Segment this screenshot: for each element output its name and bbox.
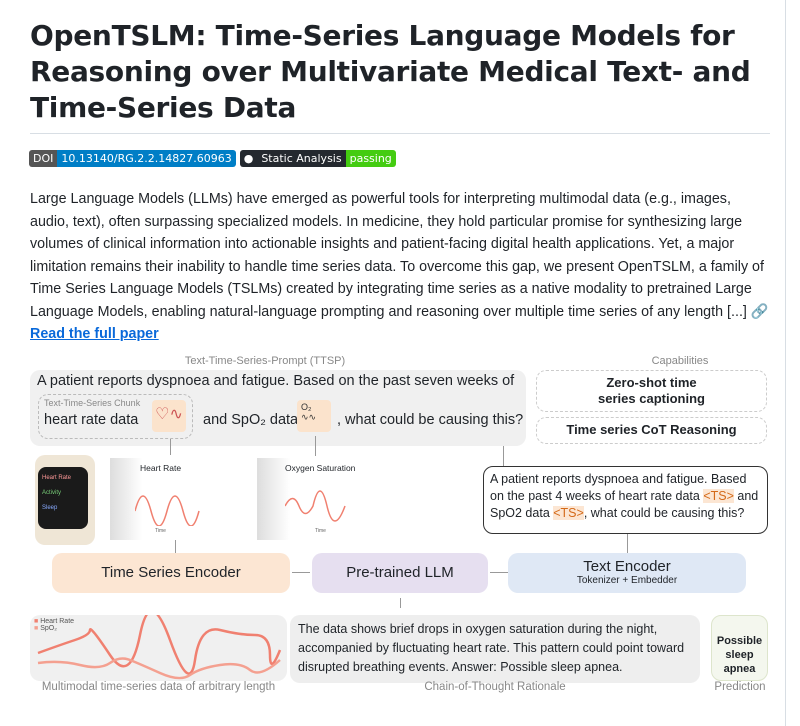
heart-chart-icon: ♡∿ (152, 400, 186, 432)
arrow (292, 572, 310, 573)
capability-cot: Time series CoT Reasoning (536, 417, 767, 444)
capability-captioning: Zero-shot time series captioning (536, 370, 767, 412)
multimodal-chart: ■ Heart Rate ■ SpO₂ (30, 615, 287, 681)
rationale-box: The data shows brief drops in oxygen sat… (290, 615, 700, 683)
multimodal-caption: Multimodal time-series data of arbitrary… (41, 681, 276, 693)
hr-title: Heart Rate (140, 463, 182, 473)
read-paper-link[interactable]: Read the full paper (30, 326, 159, 342)
page-title: OpenTSLM: Time-Series Language Models fo… (30, 19, 751, 124)
badges: DOI 10.13140/RG.2.2.14827.60963 ● Static A… (29, 150, 396, 167)
watch-activity: Activity (42, 490, 62, 496)
text-encoder: Text Encoder Tokenizer + Embedder (508, 553, 746, 593)
arrow (400, 598, 401, 608)
prediction-box: Possible sleep apnea (711, 615, 768, 681)
github-icon: ● (239, 150, 258, 167)
scroll-border (785, 0, 786, 726)
o2-label: O₂ (301, 402, 312, 412)
arrow (627, 534, 628, 553)
legend-spo2: SpO₂ (40, 625, 57, 632)
multimodal-lines (37, 615, 282, 680)
heart-rate-chart: Heart Rate Time (110, 458, 218, 540)
prediction-caption: Prediction (714, 681, 766, 693)
doi-badge[interactable]: DOI 10.13140/RG.2.2.14827.60963 (29, 150, 236, 167)
prompt-box (30, 370, 526, 446)
time-series-encoder: Time Series Encoder (52, 553, 290, 593)
ttsp-label: Text-Time-Series-Prompt (TTSP) (184, 355, 346, 367)
abstract: Large Language Models (LLMs) have emerge… (30, 191, 769, 342)
o2-chart-icon: O₂ ∿∿ (297, 400, 331, 432)
ts-token: <TS> (553, 506, 584, 520)
arrow (503, 446, 504, 466)
divider (30, 133, 770, 134)
spo2-title: Oxygen Saturation (285, 463, 356, 473)
prompt-line: A patient reports dyspnoea and fatigue. … (37, 373, 515, 389)
time-label: Time (155, 528, 166, 534)
watch-heart-rate: Heart Rate (42, 475, 72, 481)
chunk-box (38, 394, 193, 439)
watch-sleep: Sleep (42, 505, 58, 511)
text-encoder-subtitle: Tokenizer + Embedder (576, 575, 678, 586)
legend-heart-rate: Heart Rate (40, 618, 75, 625)
chunk-text: heart rate data (44, 412, 139, 428)
ts-token: <TS> (703, 489, 734, 503)
static-analysis-badge[interactable]: ● Static Analysis passing (239, 150, 396, 167)
capabilities-label: Capabilities (651, 355, 709, 367)
arrow (175, 540, 176, 553)
prompt-end: , what could be causing this? (337, 412, 524, 428)
time-label: Time (315, 528, 326, 534)
arrow (315, 436, 316, 456)
smartwatch: Heart Rate Activity Sleep (35, 455, 95, 545)
arrow (490, 572, 508, 573)
chunk-label: Text-Time-Series Chunk (44, 398, 141, 408)
text-prompt-box: A patient reports dyspnoea and fatigue. … (483, 466, 768, 534)
link-icon: 🔗 (750, 303, 769, 320)
rationale-caption: Chain-of-Thought Rationale (424, 681, 566, 693)
spo2-line (285, 490, 346, 522)
arrow (170, 439, 171, 455)
oxygen-chart: Oxygen Saturation Time (257, 458, 367, 540)
pretrained-llm: Pre-trained LLM (312, 553, 488, 593)
spo2-text: and SpO₂ data (203, 412, 299, 428)
hr-line (135, 495, 200, 526)
text-encoder-title: Text Encoder (583, 558, 671, 575)
